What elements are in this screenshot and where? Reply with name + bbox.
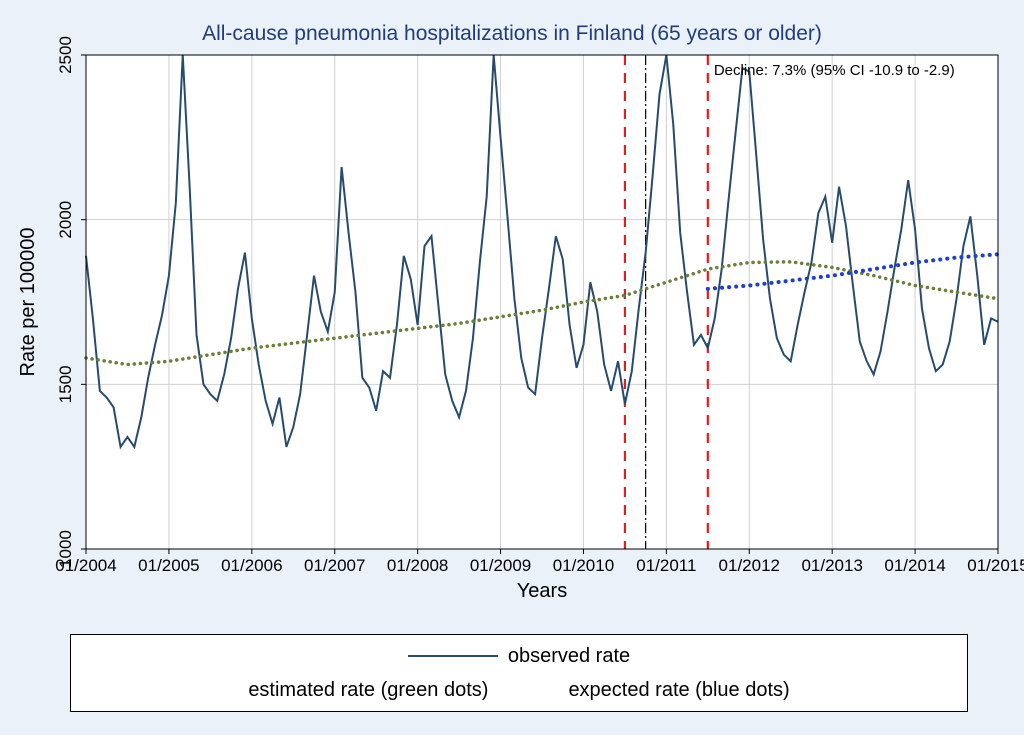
line-sample-icon [408,655,498,657]
legend-label-estimated: estimated rate (green dots) [248,679,488,702]
svg-text:01/2011: 01/2011 [636,556,696,575]
legend-item-observed: observed rate [408,645,630,668]
svg-text:Rate per 100000: Rate per 100000 [17,227,39,376]
svg-text:01/2006: 01/2006 [221,556,282,575]
svg-text:2000: 2000 [56,201,75,239]
svg-text:01/2013: 01/2013 [801,556,862,575]
svg-text:01/2008: 01/2008 [387,556,448,575]
svg-text:01/2007: 01/2007 [304,556,365,575]
svg-text:01/2012: 01/2012 [719,556,780,575]
legend-label-observed: observed rate [508,645,630,668]
legend-item-expected: expected rate (blue dots) [568,679,789,702]
svg-text:Years: Years [517,580,567,602]
legend-label-expected: expected rate (blue dots) [568,679,789,702]
svg-text:01/2009: 01/2009 [470,556,531,575]
svg-text:01/2005: 01/2005 [138,556,199,575]
legend: observed rate estimated rate (green dots… [70,634,968,712]
legend-item-estimated: estimated rate (green dots) [248,679,488,702]
svg-text:1500: 1500 [56,365,75,403]
svg-text:01/2010: 01/2010 [553,556,614,575]
svg-text:2500: 2500 [56,36,75,74]
figure-container: All-cause pneumonia hospitalizations in … [0,0,1024,735]
svg-text:Decline: 7.3% (95% CI -10.9 to: Decline: 7.3% (95% CI -10.9 to -2.9) [714,62,955,79]
svg-text:01/2015: 01/2015 [967,556,1024,575]
chart-plot: 100015002000250001/200401/200501/200601/… [0,0,1024,630]
svg-text:01/2014: 01/2014 [884,556,945,575]
svg-text:01/2004: 01/2004 [55,556,116,575]
